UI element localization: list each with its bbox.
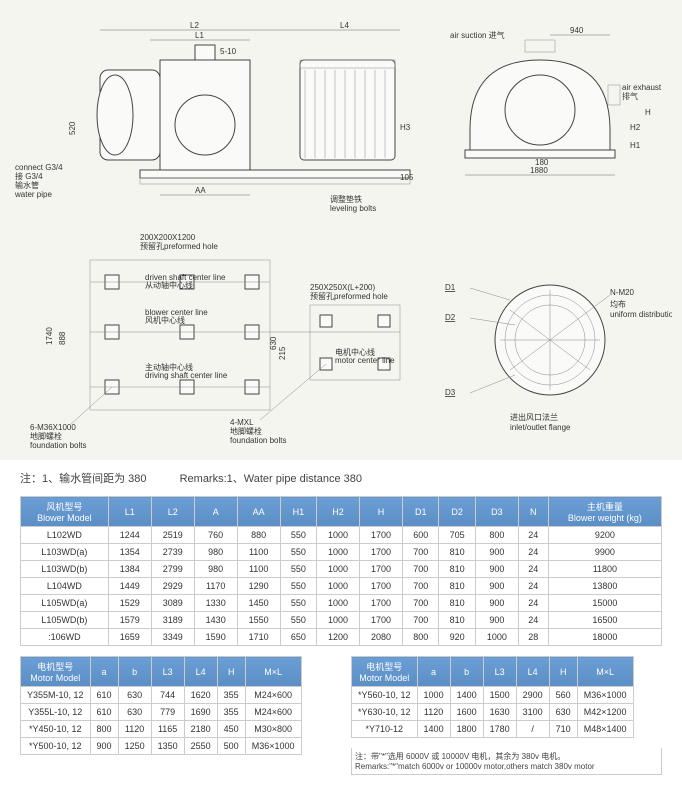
col-header: L3	[151, 657, 184, 687]
svg-text:D1: D1	[445, 283, 456, 292]
col-header: 主机重量Blower weight (kg)	[548, 497, 661, 527]
table-row: L105WD(b)1579318914301550550100017007008…	[21, 612, 662, 629]
svg-text:L2: L2	[190, 21, 199, 30]
col-header: N	[518, 497, 548, 527]
table-row: L102WD1244251976088055010001700600705800…	[21, 527, 662, 544]
svg-text:air suction 进气: air suction 进气	[450, 30, 505, 40]
col-header: L4	[516, 657, 549, 687]
col-header: A	[194, 497, 237, 527]
svg-text:主动轴中心线driving shaft center lin: 主动轴中心线driving shaft center line	[145, 362, 228, 380]
svg-text:630: 630	[269, 336, 278, 350]
motor-footnote: 注：带"*"选用 6000V 或 10000V 电机，其余为 380v 电机。R…	[351, 748, 662, 775]
diagram-area: L2 L1 L4 5-10 AA H3 105 520 connect G3/4…	[0, 0, 682, 460]
svg-text:AA: AA	[195, 186, 206, 195]
svg-text:180: 180	[535, 158, 549, 167]
svg-text:1740: 1740	[45, 327, 54, 345]
svg-text:5-10: 5-10	[220, 47, 237, 56]
col-header: 风机型号Blower Model	[21, 497, 109, 527]
table-row: *Y710-12140018001780/710M48×1400	[352, 721, 634, 738]
col-header: L3	[483, 657, 516, 687]
col-header: L2	[151, 497, 194, 527]
col-header: a	[417, 657, 450, 687]
col-header: b	[118, 657, 151, 687]
svg-text:D3: D3	[445, 388, 456, 397]
svg-text:air exhaust排气: air exhaust排气	[622, 83, 662, 101]
col-header: H2	[317, 497, 360, 527]
table-row: Y355M-10, 126106307441620355M24×600	[21, 687, 302, 704]
table-row: :106WD1659334915901710650120020808009201…	[21, 629, 662, 646]
remarks: 注：1、输水管间距为 380 Remarks:1、Water pipe dist…	[0, 460, 682, 496]
motor-table-right: 电机型号Motor ModelabL3L4HM×L *Y560-10, 1210…	[351, 656, 634, 738]
svg-text:940: 940	[570, 26, 584, 35]
svg-text:1880: 1880	[530, 166, 548, 175]
svg-text:D2: D2	[445, 313, 456, 322]
svg-text:driven shaft center line从动轴中心线: driven shaft center line从动轴中心线	[145, 273, 226, 290]
svg-text:blower center line风机中心线: blower center line风机中心线	[145, 308, 208, 325]
col-header: H	[549, 657, 577, 687]
svg-text:调整垫铁leveling bolts: 调整垫铁leveling bolts	[330, 194, 376, 213]
svg-text:电机中心线motor center line: 电机中心线motor center line	[335, 347, 395, 365]
col-header: M×L	[577, 657, 633, 687]
svg-text:200X200X1200预留孔preformed hole: 200X200X1200预留孔preformed hole	[140, 233, 218, 251]
table-row: L104WD1449292911701290550100017007008109…	[21, 578, 662, 595]
col-header: H1	[280, 497, 316, 527]
svg-text:L4: L4	[340, 21, 349, 30]
svg-text:N-M20均布uniform distribution: N-M20均布uniform distribution	[610, 288, 672, 319]
svg-text:6-M36X1000地脚螺栓foundation bolts: 6-M36X1000地脚螺栓foundation bolts	[30, 423, 87, 450]
col-header: L4	[184, 657, 217, 687]
col-header: D2	[439, 497, 475, 527]
svg-text:520: 520	[68, 121, 77, 135]
svg-text:H1: H1	[630, 141, 641, 150]
svg-text:4-MXL地脚螺栓foundation bolts: 4-MXL地脚螺栓foundation bolts	[230, 418, 287, 445]
table-row: *Y560-10, 121000140015002900560M36×1000	[352, 687, 634, 704]
svg-text:H3: H3	[400, 123, 411, 132]
blower-table: 风机型号Blower ModelL1L2AAAH1H2HD1D2D3N主机重量B…	[20, 496, 662, 646]
col-header: D3	[475, 497, 518, 527]
col-header: a	[90, 657, 118, 687]
svg-text:L1: L1	[195, 31, 204, 40]
table-row: *Y450-10, 12800112011652180450M30×800	[21, 721, 302, 738]
svg-text:H: H	[645, 108, 651, 117]
svg-text:105: 105	[400, 173, 414, 182]
table-row: *Y500-10, 12900125013502550500M36×1000	[21, 738, 302, 755]
col-header: M×L	[245, 657, 301, 687]
table-row: L103WD(a)1354273998011005501000170070081…	[21, 544, 662, 561]
col-header: b	[450, 657, 483, 687]
svg-text:进出风口法兰inlet/outlet flange: 进出风口法兰inlet/outlet flange	[510, 412, 571, 432]
table-row: L105WD(a)1529308913301450550100017007008…	[21, 595, 662, 612]
remarks-zh: 注：1、输水管间距为 380	[20, 473, 147, 485]
svg-text:250X250X(L+200)预留孔preformed ho: 250X250X(L+200)预留孔preformed hole	[310, 283, 388, 301]
col-header: H	[217, 657, 245, 687]
svg-text:888: 888	[58, 331, 67, 345]
col-header: L1	[108, 497, 151, 527]
tables-container: 风机型号Blower ModelL1L2AAAH1H2HD1D2D3N主机重量B…	[0, 496, 682, 795]
col-header: H	[360, 497, 403, 527]
motor-table-left: 电机型号Motor ModelabL3L4HM×L Y355M-10, 1261…	[20, 656, 302, 755]
table-row: L103WD(b)1384279998011005501000170070081…	[21, 561, 662, 578]
technical-drawing: L2 L1 L4 5-10 AA H3 105 520 connect G3/4…	[10, 10, 672, 450]
table-row: *Y630-10, 121120160016303100630M42×1200	[352, 704, 634, 721]
col-header: 电机型号Motor Model	[352, 657, 418, 687]
svg-text:H2: H2	[630, 123, 641, 132]
col-header: 电机型号Motor Model	[21, 657, 91, 687]
table-row: Y355L-10, 126106307791690355M24×600	[21, 704, 302, 721]
svg-text:connect G3/4接 G3/4输水管water pip: connect G3/4接 G3/4输水管water pipe	[14, 163, 63, 199]
col-header: AA	[237, 497, 280, 527]
remarks-en: Remarks:1、Water pipe distance 380	[180, 473, 362, 485]
svg-text:215: 215	[278, 346, 287, 360]
col-header: D1	[402, 497, 438, 527]
